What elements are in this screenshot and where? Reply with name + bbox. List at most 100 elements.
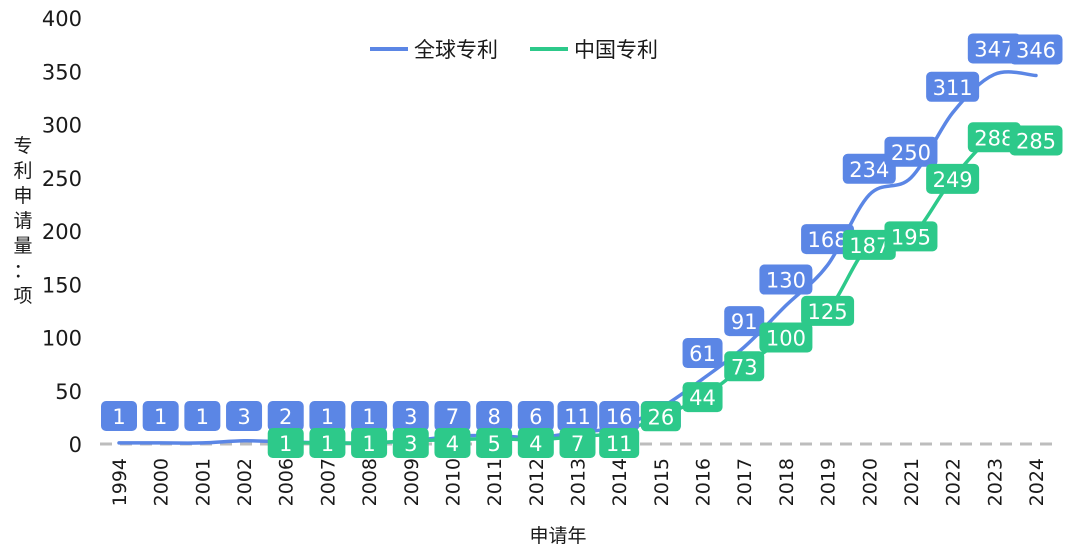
data-label: 7: [559, 428, 596, 458]
data-label-text: 16: [606, 405, 633, 429]
data-label-box: [842, 229, 896, 260]
y-axis-title-char: 利: [13, 160, 32, 182]
data-label-box: [517, 401, 554, 431]
data-label: 250: [884, 136, 938, 167]
data-label-box: [599, 428, 640, 458]
x-tick-label: 2015: [651, 458, 673, 506]
data-label-box: [101, 401, 137, 431]
data-label: 3: [392, 401, 429, 431]
data-label-text: 7: [446, 405, 459, 429]
data-label-box: [351, 428, 388, 458]
data-label-box: [682, 338, 723, 369]
data-label: 11: [599, 428, 640, 458]
data-label-box: [759, 264, 813, 295]
x-tick-label: 2016: [693, 458, 715, 506]
data-label-text: 11: [564, 405, 591, 429]
data-label: 168: [801, 224, 855, 255]
data-label-text: 195: [891, 225, 931, 249]
data-label-text: 73: [731, 355, 758, 379]
y-axis-title-char: ：: [13, 260, 32, 282]
data-label: 195: [884, 221, 938, 252]
data-label-box: [434, 428, 471, 458]
x-tick-label: 2020: [859, 458, 881, 506]
data-label-text: 288: [974, 126, 1014, 150]
data-label-text: 3: [404, 432, 417, 456]
data-label: 1: [351, 401, 388, 431]
data-label-box: [884, 136, 938, 167]
data-label-text: 11: [606, 432, 633, 456]
data-label: 16: [599, 401, 640, 431]
data-label-box: [1009, 125, 1063, 156]
data-label-box: [476, 428, 513, 458]
data-label-text: 249: [933, 168, 973, 192]
data-label-box: [184, 401, 221, 431]
series-lines: [117, 70, 1038, 445]
x-tick-label: 2018: [776, 458, 798, 506]
y-tick-label: 350: [42, 60, 82, 84]
data-label: 1: [142, 401, 179, 431]
data-label: 249: [926, 163, 980, 194]
data-label-text: 6: [529, 405, 542, 429]
x-tick-label: 2017: [734, 458, 756, 506]
data-label-text: 1: [112, 405, 125, 429]
data-label: 125: [801, 295, 855, 326]
data-label-text: 168: [808, 228, 848, 252]
x-tick-label: 2001: [192, 458, 214, 506]
data-label-box: [392, 401, 429, 431]
data-label-text: 346: [1016, 39, 1056, 63]
data-label-box: [559, 428, 596, 458]
x-tick-label: 2019: [818, 458, 840, 506]
data-label: 311: [926, 71, 980, 102]
data-label-text: 8: [487, 405, 500, 429]
data-label: 234: [842, 153, 896, 184]
data-label-box: [309, 428, 346, 458]
x-tick-label: 2014: [609, 458, 631, 506]
data-label: 91: [724, 306, 765, 337]
x-tick-label: 2011: [484, 458, 506, 506]
data-label-box: [926, 163, 980, 194]
x-tick-label: 2013: [568, 458, 590, 506]
data-label-text: 1: [321, 432, 334, 456]
x-tick-label: 2021: [901, 458, 923, 506]
data-label-box: [434, 401, 471, 431]
data-label: 1: [184, 401, 221, 431]
x-tick-label: 2006: [276, 458, 298, 506]
x-tick-label: 2002: [234, 458, 256, 506]
data-label-text: 1: [321, 405, 334, 429]
data-label-box: [1009, 34, 1063, 65]
data-label-text: 91: [731, 310, 758, 334]
data-label-text: 1: [362, 432, 375, 456]
data-label: 61: [682, 338, 723, 369]
x-tick-label: 2007: [317, 458, 339, 506]
data-label-box: [682, 382, 723, 413]
data-label-text: 61: [689, 342, 716, 366]
series-line-global: [117, 70, 1038, 445]
data-label-box: [267, 401, 304, 431]
data-label: 4: [517, 428, 554, 458]
y-tick-label: 200: [42, 220, 82, 244]
data-label-box: [476, 401, 513, 431]
axes: 0 50 100 150 200 250 300 350 400 1994 2000 2001 2002…: [42, 7, 1060, 506]
data-label: 3: [226, 401, 263, 431]
y-axis-title-char: 请: [13, 210, 32, 232]
data-label-text: 3: [404, 405, 417, 429]
legend-label-global: 全球专利: [414, 38, 498, 62]
data-label-box: [309, 401, 346, 431]
x-tick-label: 2022: [943, 458, 965, 506]
legend: 全球专利 中国专利: [370, 38, 658, 62]
legend-label-china: 中国专利: [574, 38, 658, 62]
data-label-text: 100: [766, 327, 806, 351]
data-label-text: 311: [933, 76, 973, 100]
data-label-box: [599, 401, 640, 431]
x-tick-label: 2012: [526, 458, 548, 506]
data-label-text: 347: [974, 37, 1014, 61]
data-label-box: [142, 401, 179, 431]
data-label: 187: [842, 229, 896, 260]
data-label: 1: [309, 401, 346, 431]
y-axis-title-char: 项: [13, 285, 32, 307]
data-label: 44: [682, 382, 723, 413]
data-label-box: [801, 224, 855, 255]
data-label-box: [759, 322, 813, 353]
